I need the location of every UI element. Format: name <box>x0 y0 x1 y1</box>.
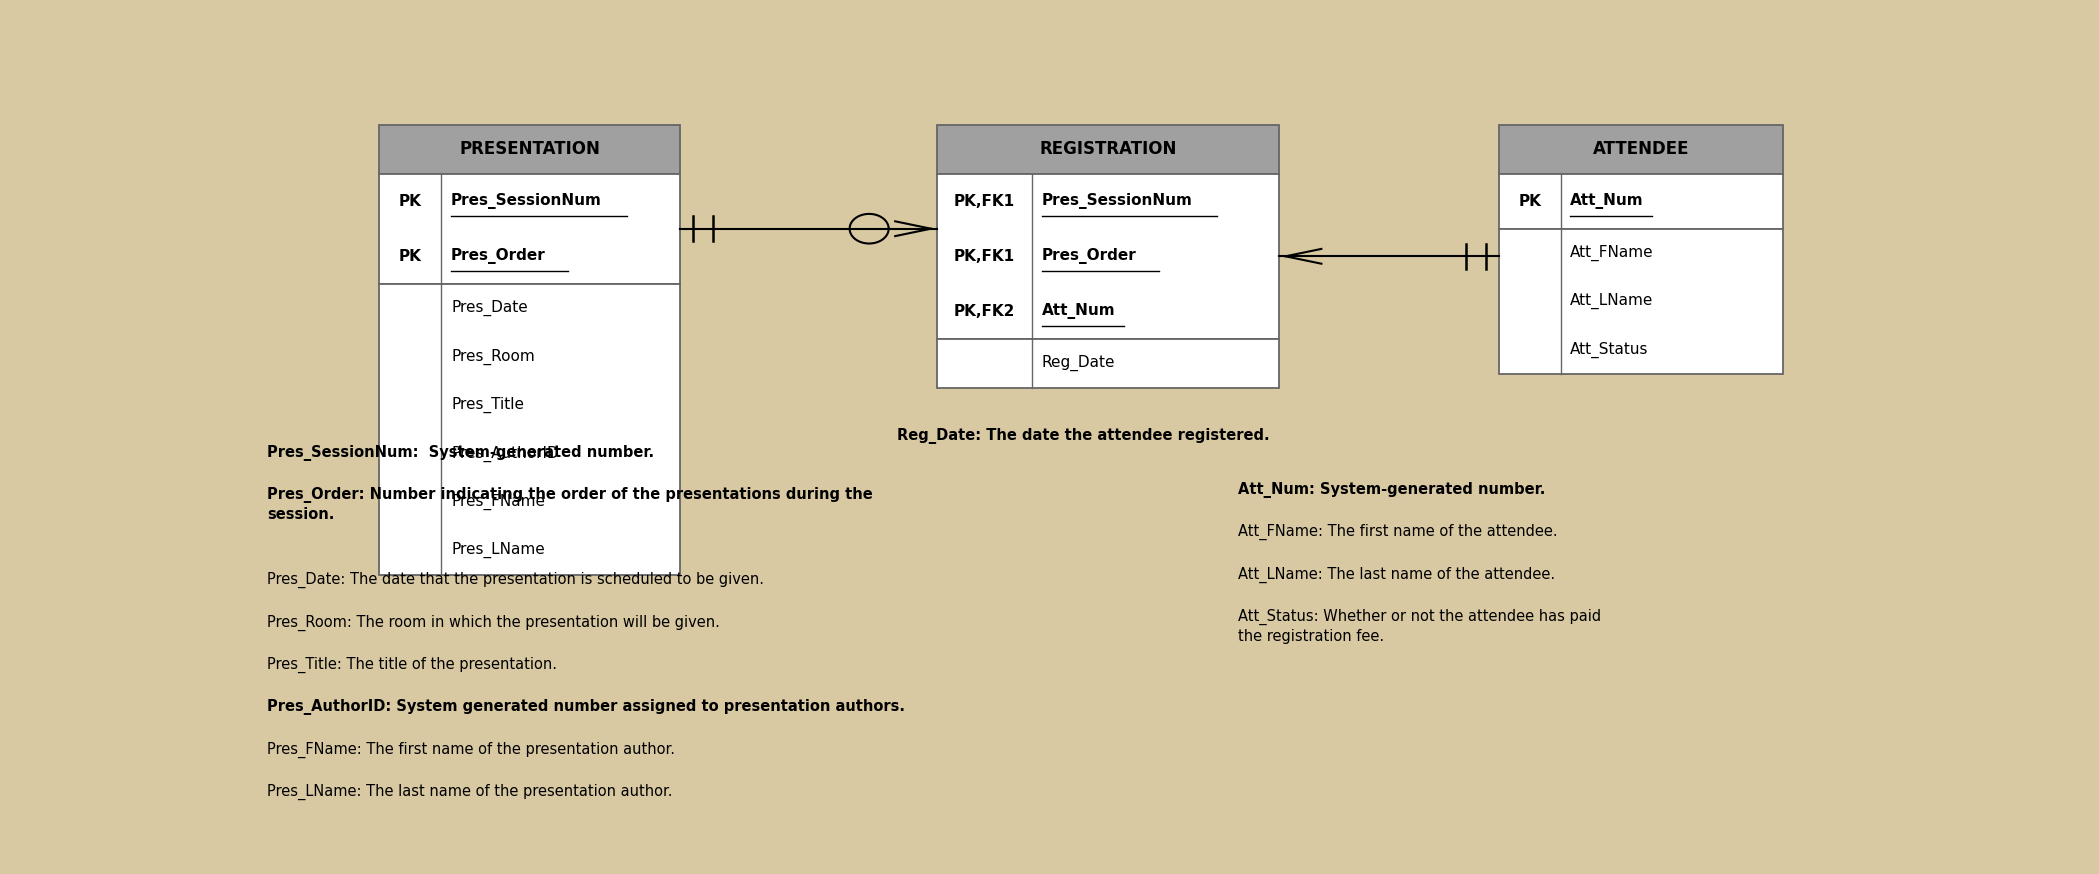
Text: Att_FName: The first name of the attendee.: Att_FName: The first name of the attende… <box>1238 524 1557 540</box>
Text: Pres_Room: The room in which the presentation will be given.: Pres_Room: The room in which the present… <box>267 614 720 630</box>
Text: Pres_SessionNum: Pres_SessionNum <box>1041 193 1192 209</box>
Bar <box>1499 125 1784 174</box>
Text: PK,FK1: PK,FK1 <box>955 194 1016 209</box>
Text: Att_Num: Att_Num <box>1570 193 1644 209</box>
Text: Pres_SessionNum: Pres_SessionNum <box>451 193 602 209</box>
Text: Pres_LName: The last name of the presentation author.: Pres_LName: The last name of the present… <box>267 784 674 800</box>
Text: Pres_Room: Pres_Room <box>451 349 535 364</box>
Text: Pres_Order: Pres_Order <box>1041 248 1136 264</box>
Text: Att_FName: Att_FName <box>1570 245 1654 261</box>
Text: PK: PK <box>1518 194 1541 209</box>
Bar <box>1499 174 1784 229</box>
Text: Pres_Title: The title of the presentation.: Pres_Title: The title of the presentatio… <box>267 656 556 673</box>
Text: PK: PK <box>399 194 422 209</box>
Bar <box>380 284 680 574</box>
Bar <box>380 174 680 284</box>
Text: Pres_Order: Pres_Order <box>451 248 546 264</box>
Bar <box>380 125 680 174</box>
Bar <box>938 174 1278 339</box>
Text: Att_Num: System-generated number.: Att_Num: System-generated number. <box>1238 482 1545 498</box>
Text: Pres_FName: The first name of the presentation author.: Pres_FName: The first name of the presen… <box>267 741 676 758</box>
Text: Pres_FName: Pres_FName <box>451 494 546 510</box>
Text: Att_Num: Att_Num <box>1041 303 1115 320</box>
Text: Att_Status: Whether or not the attendee has paid
the registration fee.: Att_Status: Whether or not the attendee … <box>1238 609 1602 644</box>
Text: Att_LName: Att_LName <box>1570 294 1654 309</box>
Text: Pres_LName: Pres_LName <box>451 542 546 558</box>
Text: Pres_Order: Number indicating the order of the presentations during the
session.: Pres_Order: Number indicating the order … <box>267 487 873 522</box>
Text: Pres_Date: The date that the presentation is scheduled to be given.: Pres_Date: The date that the presentatio… <box>267 572 764 588</box>
Text: Pres_Date: Pres_Date <box>451 300 527 316</box>
Bar <box>1499 229 1784 374</box>
Text: Pres_SessionNum:  System-generated number.: Pres_SessionNum: System-generated number… <box>267 445 655 461</box>
Text: PRESENTATION: PRESENTATION <box>460 141 600 158</box>
Bar <box>938 125 1278 174</box>
Text: Pres_AuthorID: Pres_AuthorID <box>451 446 558 461</box>
Text: Pres_Title: Pres_Title <box>451 397 525 413</box>
Text: Att_LName: The last name of the attendee.: Att_LName: The last name of the attendee… <box>1238 566 1555 583</box>
Text: REGISTRATION: REGISTRATION <box>1039 141 1178 158</box>
Text: PK: PK <box>399 249 422 264</box>
Text: PK,FK2: PK,FK2 <box>953 304 1016 319</box>
Text: PK,FK1: PK,FK1 <box>955 249 1016 264</box>
Text: Reg_Date: The date the attendee registered.: Reg_Date: The date the attendee register… <box>896 428 1270 444</box>
Text: ATTENDEE: ATTENDEE <box>1593 141 1690 158</box>
Text: Reg_Date: Reg_Date <box>1041 355 1115 371</box>
Text: Pres_AuthorID: System generated number assigned to presentation authors.: Pres_AuthorID: System generated number a… <box>267 699 905 715</box>
Bar <box>938 339 1278 387</box>
Text: Att_Status: Att_Status <box>1570 342 1648 358</box>
